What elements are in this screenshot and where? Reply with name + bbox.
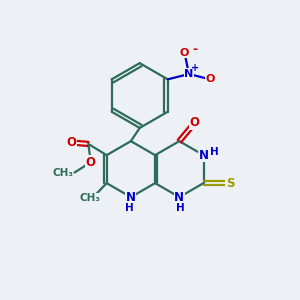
Text: O: O [190, 116, 200, 129]
Text: O: O [206, 74, 215, 84]
Text: O: O [86, 156, 96, 169]
Text: O: O [180, 48, 189, 58]
Text: N: N [174, 190, 184, 204]
Text: S: S [226, 177, 234, 190]
Text: CH₃: CH₃ [80, 194, 101, 203]
Text: N: N [184, 69, 194, 79]
Text: +: + [191, 63, 200, 73]
Text: N: N [199, 149, 208, 162]
Text: -: - [192, 43, 197, 56]
Text: H: H [210, 147, 219, 157]
Text: N: N [126, 190, 136, 204]
Text: CH₃: CH₃ [52, 167, 73, 178]
Text: H: H [176, 203, 185, 213]
Text: H: H [125, 203, 134, 213]
Text: O: O [66, 136, 76, 149]
